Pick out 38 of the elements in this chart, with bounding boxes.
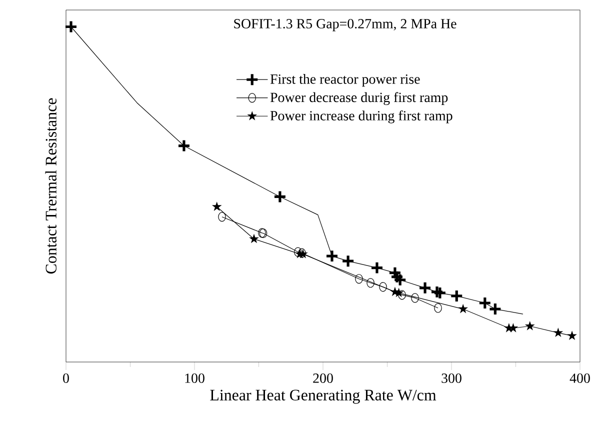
point xyxy=(294,247,302,257)
point xyxy=(218,212,226,222)
point xyxy=(212,202,222,211)
point xyxy=(390,270,404,284)
x-axis-title: Linear Heat Generating Rate W/cm xyxy=(210,390,436,404)
point xyxy=(430,285,444,299)
point xyxy=(478,296,492,310)
x-tick-label: 200 xyxy=(313,374,333,383)
annotation: SOFIT-1.3 R5 Gap=0.27mm, 2 MPa He xyxy=(234,18,456,32)
point xyxy=(458,304,468,314)
point xyxy=(524,320,535,330)
x-tick-label: 0 xyxy=(63,374,69,383)
point xyxy=(398,290,406,300)
point xyxy=(273,190,287,204)
legend-label: Power increase during first ramp xyxy=(270,110,452,124)
point xyxy=(411,293,419,303)
legend-label: First the reactor power rise xyxy=(270,74,420,87)
point xyxy=(450,289,464,303)
x-tick-label: 300 xyxy=(442,374,462,383)
x-tick-label: 100 xyxy=(185,374,204,383)
point xyxy=(418,281,432,295)
point xyxy=(64,20,78,34)
point xyxy=(341,254,355,268)
point xyxy=(366,278,374,288)
point xyxy=(567,330,577,340)
x-tick-label: 400 xyxy=(570,374,590,383)
point xyxy=(488,302,502,316)
point xyxy=(177,138,191,153)
point xyxy=(355,274,363,284)
point xyxy=(379,282,387,292)
legend-label: Power decrease durig first ramp xyxy=(270,92,448,106)
point xyxy=(325,249,339,263)
y-axis-title: Contact Trermal Resistance xyxy=(45,98,56,274)
point xyxy=(433,286,447,300)
point xyxy=(434,303,442,313)
point xyxy=(249,234,259,244)
point xyxy=(370,261,384,275)
point xyxy=(553,328,564,338)
